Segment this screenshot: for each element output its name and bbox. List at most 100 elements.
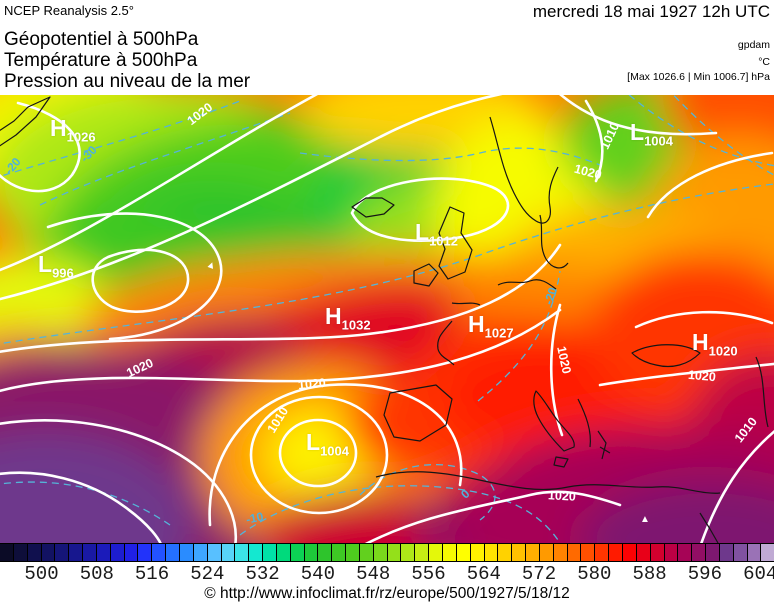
pressure-letter: L: [306, 429, 321, 455]
tick-label: 548: [356, 563, 391, 585]
colorbar-cell: [220, 544, 235, 561]
field-title-temperature: Température à 500hPa: [4, 50, 198, 71]
field-title-pressure: Pression au niveau de la mer: [4, 71, 251, 92]
pressure-center-label: L1012: [415, 221, 458, 253]
colorbar-cell: [386, 544, 401, 561]
pressure-center-label: H1026: [50, 117, 96, 149]
colorbar-cell: [469, 544, 484, 561]
map-datetime: mercredi 18 mai 1927 12h UTC: [532, 2, 770, 21]
pressure-letter: L: [415, 219, 430, 245]
colorbar-cell: [455, 544, 470, 561]
pressure-letter: H: [50, 115, 67, 141]
colorbar-cell: [358, 544, 373, 561]
isobar-label: 1010: [731, 414, 760, 446]
pressure-letter: H: [692, 329, 709, 355]
colorbar-cell: [82, 544, 96, 561]
colorbar-cell: [649, 544, 664, 561]
colorbar-cell: [95, 544, 110, 561]
colorbar-cell: [12, 544, 27, 561]
colorbar-cell: [525, 544, 539, 561]
colorbar-cell: [40, 544, 55, 561]
tick-label: 580: [577, 563, 612, 585]
tick-label: 564: [466, 563, 501, 585]
pressure-maxmin: [Max 1026.6 | Min 1006.7] hPa: [627, 71, 770, 83]
tick-label: 556: [411, 563, 446, 585]
temperature-label: 0: [458, 486, 473, 502]
colorbar-cell: [303, 544, 318, 561]
tick-label: 572: [521, 563, 557, 585]
colorbar-cell: [635, 544, 650, 561]
pressure-value: 996: [52, 265, 74, 281]
colorbar-ticks: 500 508 516 524 532 540 548 556 564 572 580 588 596 6…: [0, 561, 774, 585]
colorbar: [0, 543, 774, 562]
colorbar-cell: [26, 544, 41, 561]
isobar-label: 1020: [572, 161, 604, 183]
colorbar-cell: [760, 544, 774, 561]
colorbar-cell: [151, 544, 166, 561]
map-label-layer: H1026 L996 L1012 H1032 H1027 H1020 L1004 L1004 1…: [0, 95, 774, 543]
colorbar-cell: [691, 544, 706, 561]
colorbar-cell: [234, 544, 249, 561]
field-titles: Géopotentiel à 500hPa Température à 500h…: [4, 29, 250, 92]
tick-label: 524: [190, 563, 225, 585]
tick-label: 540: [300, 563, 335, 585]
colorbar-cell: [317, 544, 332, 561]
pressure-value: 1032: [341, 317, 371, 333]
tick-label: 604: [743, 563, 774, 585]
pressure-value: 1027: [484, 325, 514, 341]
colorbar-cell: [109, 544, 124, 561]
unit-celsius: °C: [758, 56, 770, 68]
isobar-label: 1020: [297, 375, 327, 393]
isobar-label: 1020: [547, 488, 577, 504]
colorbar-cell: [621, 544, 636, 561]
product-title: NCEP Reanalysis 2.5°: [4, 3, 134, 18]
temperature-label: -20: [1, 154, 24, 178]
pressure-letter: L: [38, 251, 53, 277]
isobar-label: 1020: [687, 367, 717, 385]
footer-credit: © http://www.infoclimat.fr/rz/europe/500…: [204, 585, 570, 602]
colorbar-cell: [497, 544, 512, 561]
isobar-label: 1010: [597, 120, 623, 152]
pressure-value: 1020: [708, 343, 738, 359]
colorbar-cell: [566, 544, 581, 561]
colorbar-cell: [732, 544, 747, 561]
colorbar-cell: [331, 544, 346, 561]
map-field-svg: [0, 95, 774, 543]
colorbar-cell: [54, 544, 69, 561]
pressure-value: 1012: [429, 233, 458, 249]
colorbar-cell: [123, 544, 138, 561]
tick-label: 588: [632, 563, 667, 585]
weather-map: H1026 L996 L1012 H1032 H1027 H1020 L1004 L1004 1…: [0, 95, 774, 543]
colorbar-cell: [594, 544, 609, 561]
isobar-label: 1020: [554, 344, 574, 376]
pressure-letter: L: [630, 119, 645, 145]
colorbar-cell: [718, 544, 733, 561]
colorbar-cell: [677, 544, 692, 561]
colorbar-cell: [400, 544, 415, 561]
colorbar-cell: [289, 544, 304, 561]
pressure-center-label: H1032: [325, 305, 371, 337]
colorbar-cell: [275, 544, 290, 561]
colorbar-cell: [165, 544, 179, 561]
pressure-center-label: H1027: [468, 313, 514, 345]
pressure-letter: H: [468, 311, 485, 337]
temperature-label: -20: [541, 285, 561, 307]
isobar-label: 1020: [184, 100, 216, 128]
colorbar-cell: [746, 544, 761, 561]
pressure-center-label: L1004: [306, 431, 349, 463]
tick-label: 500: [24, 563, 59, 585]
colorbar-cell: [663, 544, 678, 561]
colorbar-cell: [580, 544, 595, 561]
colorbar-cell: [262, 544, 276, 561]
isobar-label: 1020: [124, 355, 156, 381]
pressure-value: 1004: [644, 133, 673, 149]
colorbar-cell: [248, 544, 263, 561]
colorbar-cell: [705, 544, 719, 561]
tick-label: 596: [687, 563, 722, 585]
colorbar-cell: [0, 544, 13, 561]
colorbar-cell: [428, 544, 442, 561]
temperature-label: -10: [244, 509, 265, 527]
colorbar-cell: [483, 544, 498, 561]
colorbar-cell: [511, 544, 526, 561]
